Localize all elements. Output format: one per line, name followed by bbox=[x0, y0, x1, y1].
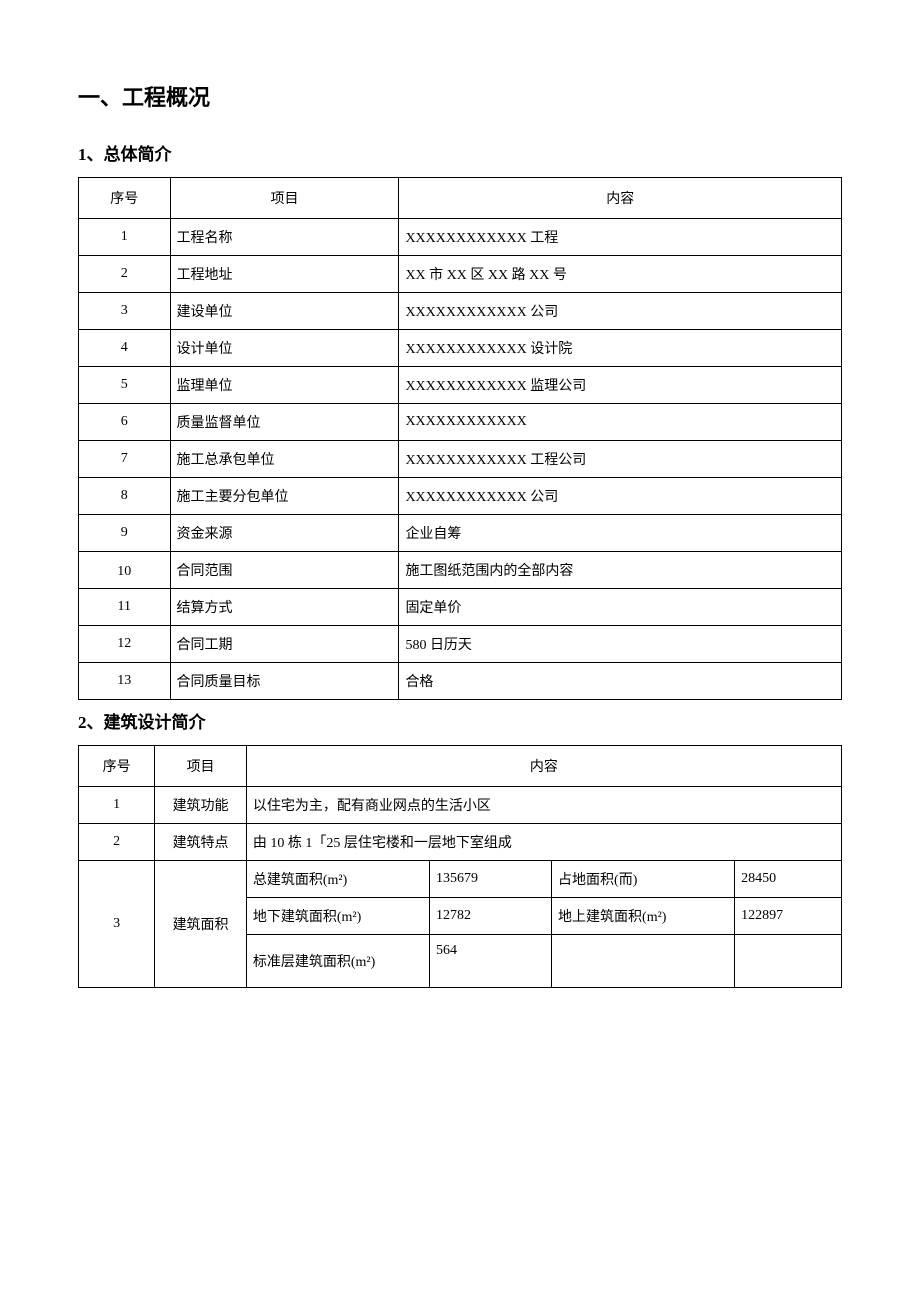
cell-content: XXXXXXXXXXXX 监理公司 bbox=[399, 367, 842, 404]
section-heading: 一、工程概况 bbox=[78, 80, 842, 112]
cell-item: 建设单位 bbox=[170, 293, 399, 330]
cell-content: XXXXXXXXXXXX 设计院 bbox=[399, 330, 842, 367]
table-row: 11 结算方式 固定单价 bbox=[79, 589, 842, 626]
cell-seq: 3 bbox=[79, 293, 171, 330]
area-value2 bbox=[735, 935, 842, 988]
header-content: 内容 bbox=[246, 746, 841, 787]
table-row: 1 工程名称 XXXXXXXXXXXX 工程 bbox=[79, 219, 842, 256]
cell-item: 结算方式 bbox=[170, 589, 399, 626]
table-row: 9 资金来源 企业自筹 bbox=[79, 515, 842, 552]
cell-seq: 13 bbox=[79, 663, 171, 700]
table-row: 1 建筑功能 以住宅为主，配有商业网点的生活小区 bbox=[79, 787, 842, 824]
cell-seq: 1 bbox=[79, 787, 155, 824]
cell-item: 建筑面积 bbox=[155, 861, 247, 988]
cell-item: 质量监督单位 bbox=[170, 404, 399, 441]
cell-seq: 4 bbox=[79, 330, 171, 367]
table-row: 2 工程地址 XX 市 XX 区 XX 路 XX 号 bbox=[79, 256, 842, 293]
table-row: 2 建筑特点 由 10 栋 1「25 层住宅楼和一层地下室组成 bbox=[79, 824, 842, 861]
table-row: 8 施工主要分包单位 XXXXXXXXXXXX 公司 bbox=[79, 478, 842, 515]
cell-seq: 2 bbox=[79, 824, 155, 861]
table-row: 3 建设单位 XXXXXXXXXXXX 公司 bbox=[79, 293, 842, 330]
cell-content: 固定单价 bbox=[399, 589, 842, 626]
area-label: 地下建筑面积(m²) bbox=[246, 898, 429, 935]
cell-content: XXXXXXXXXXXX bbox=[399, 404, 842, 441]
header-item: 项目 bbox=[170, 178, 399, 219]
cell-seq: 2 bbox=[79, 256, 171, 293]
cell-item: 合同工期 bbox=[170, 626, 399, 663]
cell-content: XXXXXXXXXXXX 公司 bbox=[399, 293, 842, 330]
cell-content: 施工图纸范围内的全部内容 bbox=[399, 552, 842, 589]
cell-content: XX 市 XX 区 XX 路 XX 号 bbox=[399, 256, 842, 293]
cell-item: 设计单位 bbox=[170, 330, 399, 367]
cell-item: 工程名称 bbox=[170, 219, 399, 256]
cell-item: 施工主要分包单位 bbox=[170, 478, 399, 515]
table-row: 3 建筑面积 总建筑面积(m²) 135679 占地面积(而) 28450 bbox=[79, 861, 842, 898]
area-value: 564 bbox=[429, 935, 551, 988]
cell-content: XXXXXXXXXXXX 公司 bbox=[399, 478, 842, 515]
cell-seq: 7 bbox=[79, 441, 171, 478]
cell-item: 施工总承包单位 bbox=[170, 441, 399, 478]
header-seq: 序号 bbox=[79, 178, 171, 219]
cell-content: XXXXXXXXXXXX 工程 bbox=[399, 219, 842, 256]
header-item: 项目 bbox=[155, 746, 247, 787]
table1-header-row: 序号 项目 内容 bbox=[79, 178, 842, 219]
area-value: 12782 bbox=[429, 898, 551, 935]
area-value2: 122897 bbox=[735, 898, 842, 935]
cell-seq: 1 bbox=[79, 219, 171, 256]
cell-content: 由 10 栋 1「25 层住宅楼和一层地下室组成 bbox=[246, 824, 841, 861]
area-value: 135679 bbox=[429, 861, 551, 898]
area-label2 bbox=[552, 935, 735, 988]
cell-content: XXXXXXXXXXXX 工程公司 bbox=[399, 441, 842, 478]
cell-item: 合同质量目标 bbox=[170, 663, 399, 700]
cell-item: 资金来源 bbox=[170, 515, 399, 552]
area-label: 总建筑面积(m²) bbox=[246, 861, 429, 898]
cell-seq: 12 bbox=[79, 626, 171, 663]
table-row: 12 合同工期 580 日历天 bbox=[79, 626, 842, 663]
table-row: 13 合同质量目标 合格 bbox=[79, 663, 842, 700]
area-label2: 占地面积(而) bbox=[552, 861, 735, 898]
table-row: 5 监理单位 XXXXXXXXXXXX 监理公司 bbox=[79, 367, 842, 404]
header-seq: 序号 bbox=[79, 746, 155, 787]
cell-seq: 8 bbox=[79, 478, 171, 515]
table-row: 7 施工总承包单位 XXXXXXXXXXXX 工程公司 bbox=[79, 441, 842, 478]
cell-seq: 6 bbox=[79, 404, 171, 441]
area-label: 标准层建筑面积(m²) bbox=[246, 935, 429, 988]
cell-content: 企业自筹 bbox=[399, 515, 842, 552]
cell-content: 合格 bbox=[399, 663, 842, 700]
table-row: 4 设计单位 XXXXXXXXXXXX 设计院 bbox=[79, 330, 842, 367]
cell-item: 监理单位 bbox=[170, 367, 399, 404]
table2-header-row: 序号 项目 内容 bbox=[79, 746, 842, 787]
cell-item: 建筑特点 bbox=[155, 824, 247, 861]
area-label2: 地上建筑面积(m²) bbox=[552, 898, 735, 935]
cell-seq: 5 bbox=[79, 367, 171, 404]
cell-content: 580 日历天 bbox=[399, 626, 842, 663]
subsection2-heading: 2、建筑设计简介 bbox=[78, 708, 842, 733]
cell-seq: 10 bbox=[79, 552, 171, 589]
cell-seq: 3 bbox=[79, 861, 155, 988]
cell-seq: 11 bbox=[79, 589, 171, 626]
table-general-intro: 序号 项目 内容 1 工程名称 XXXXXXXXXXXX 工程 2 工程地址 X… bbox=[78, 177, 842, 700]
area-value2: 28450 bbox=[735, 861, 842, 898]
table-architecture-design: 序号 项目 内容 1 建筑功能 以住宅为主，配有商业网点的生活小区 2 建筑特点… bbox=[78, 745, 842, 988]
subsection1-heading: 1、总体简介 bbox=[78, 140, 842, 165]
cell-seq: 9 bbox=[79, 515, 171, 552]
cell-item: 工程地址 bbox=[170, 256, 399, 293]
cell-item: 建筑功能 bbox=[155, 787, 247, 824]
table-row: 6 质量监督单位 XXXXXXXXXXXX bbox=[79, 404, 842, 441]
table-row: 10 合同范围 施工图纸范围内的全部内容 bbox=[79, 552, 842, 589]
header-content: 内容 bbox=[399, 178, 842, 219]
cell-item: 合同范围 bbox=[170, 552, 399, 589]
cell-content: 以住宅为主，配有商业网点的生活小区 bbox=[246, 787, 841, 824]
